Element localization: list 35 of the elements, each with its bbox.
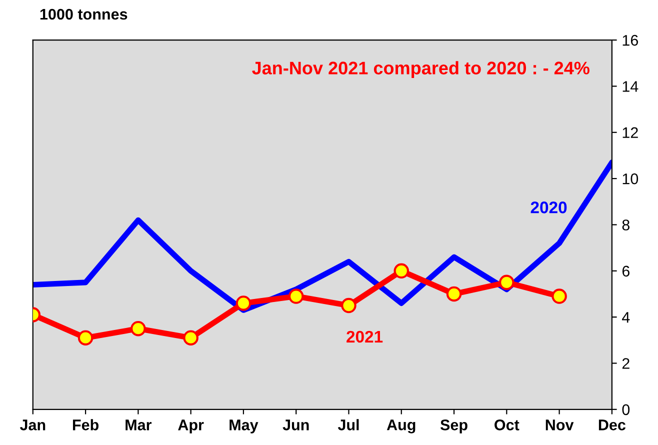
point bbox=[288, 288, 304, 304]
x-tick-label: Jul bbox=[338, 419, 359, 430]
x-tick-label: Mar bbox=[126, 420, 152, 430]
x-tick-label: Aug bbox=[386, 420, 416, 434]
y-tick-label: 2 bbox=[622, 358, 630, 369]
y-axis-title: 1000 tonnes bbox=[40, 8, 128, 20]
y-tick-label: 10 bbox=[622, 173, 638, 184]
point bbox=[78, 330, 94, 346]
series-label: 2020 bbox=[530, 202, 567, 214]
x-tick-label: Dec bbox=[598, 420, 626, 430]
y-tick-label: 8 bbox=[622, 220, 630, 230]
x-tick-label: Feb bbox=[72, 419, 98, 430]
point bbox=[552, 288, 567, 304]
x-tick-label: Nov bbox=[546, 420, 574, 430]
y-tick-label: 14 bbox=[622, 81, 638, 92]
y-tick-label: 16 bbox=[622, 34, 638, 46]
y-tick-label: 12 bbox=[622, 127, 638, 138]
point bbox=[236, 296, 252, 311]
x-tick-label: Apr bbox=[178, 420, 204, 434]
annotation: Jan-Nov 2021 compared to 2020 : - 24% bbox=[252, 61, 590, 78]
point bbox=[183, 330, 198, 346]
x-tick-label: May bbox=[230, 420, 258, 434]
point bbox=[394, 263, 410, 279]
y-tick-label: 0 bbox=[622, 404, 630, 416]
x-tick-label: Sep bbox=[440, 420, 468, 434]
x-tick-label: Jan bbox=[20, 420, 46, 430]
x-tick-label: Jun bbox=[282, 420, 309, 430]
y-tick-label: 4 bbox=[622, 312, 630, 323]
point bbox=[130, 320, 146, 336]
point bbox=[446, 286, 462, 302]
point bbox=[341, 298, 356, 314]
x-tick-label: Oct bbox=[494, 420, 520, 430]
y-tick-label: 6 bbox=[622, 266, 630, 277]
series-label: 2021 bbox=[346, 330, 383, 343]
point bbox=[499, 274, 514, 290]
